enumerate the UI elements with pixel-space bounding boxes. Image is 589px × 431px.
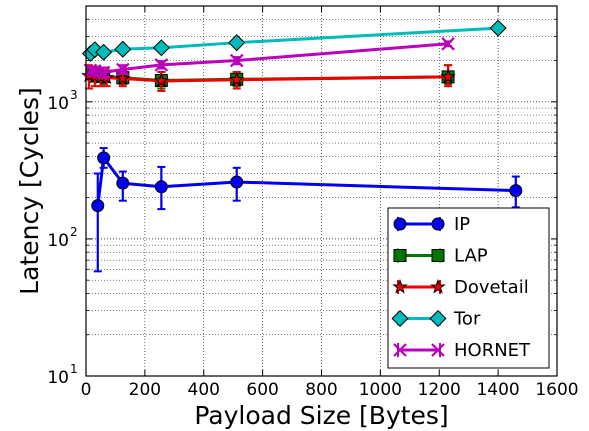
data-point	[441, 37, 455, 51]
legend-label: Tor	[453, 309, 481, 330]
series-tor	[81, 19, 507, 63]
legend-marker	[392, 278, 408, 294]
x-axis-label: Payload Size [Bytes]	[194, 401, 448, 430]
data-point	[116, 62, 130, 77]
data-point	[154, 180, 168, 194]
legend-label: IP	[454, 214, 470, 235]
legend-marker	[431, 249, 445, 262]
data-point	[153, 72, 170, 88]
legend-label: HORNET	[454, 340, 531, 361]
data-point	[489, 19, 507, 37]
data-point	[115, 70, 131, 86]
data-point	[230, 175, 244, 189]
y-tick-label: 10	[47, 94, 69, 114]
legend-marker	[431, 343, 445, 357]
series-ip	[91, 147, 523, 273]
legend-label: LAP	[454, 246, 488, 267]
data-point	[154, 58, 169, 72]
x-tick-label: 1400	[476, 380, 519, 400]
legend-label: Dovetail	[454, 277, 529, 298]
x-tick-label: 800	[305, 380, 337, 400]
x-tick-label: 1000	[359, 380, 402, 400]
y-axis-label: Latency [Cycles]	[15, 87, 44, 295]
legend-item-dovetail: Dovetail	[392, 277, 529, 298]
data-point	[91, 199, 105, 213]
legend-marker	[430, 278, 446, 294]
legend-item-ip: IP	[393, 214, 470, 235]
legend-marker	[393, 249, 407, 262]
x-tick-label: 600	[246, 380, 278, 400]
legend-item-tor: Tor	[391, 309, 481, 330]
legend-marker	[391, 309, 409, 328]
x-tick-label: 1200	[418, 380, 461, 400]
legend-marker	[431, 217, 445, 231]
y-tick-exponent: 2	[70, 225, 78, 239]
data-point	[97, 151, 111, 165]
data-point	[114, 40, 132, 58]
data-point	[152, 39, 170, 57]
legend-item-hornet: HORNET	[393, 340, 531, 361]
data-point	[440, 68, 456, 84]
series-hornet	[83, 37, 455, 80]
data-point	[96, 65, 111, 80]
x-tick-label: 400	[188, 380, 220, 400]
grid	[86, 6, 557, 376]
data-point	[229, 53, 244, 68]
legend-marker	[429, 309, 447, 328]
data-point	[116, 176, 130, 190]
x-tick-label: 1600	[535, 380, 578, 400]
series-layer	[81, 19, 523, 273]
legend-marker	[393, 343, 407, 357]
y-tick-label: 10	[47, 231, 69, 251]
data-point	[509, 184, 523, 198]
y-tick-exponent: 3	[70, 88, 78, 102]
x-tick-label: 200	[129, 380, 161, 400]
legend-item-lap: LAP	[393, 246, 488, 267]
x-tick-label: 0	[81, 380, 92, 400]
data-point	[229, 71, 245, 87]
legend: IP LAP Dovetail Tor HORNET	[387, 207, 550, 369]
data-point	[228, 34, 246, 52]
y-tick-label: 10	[47, 368, 69, 388]
y-tick-exponent: 1	[70, 362, 78, 376]
data-point	[95, 43, 113, 61]
legend-marker	[393, 217, 407, 231]
